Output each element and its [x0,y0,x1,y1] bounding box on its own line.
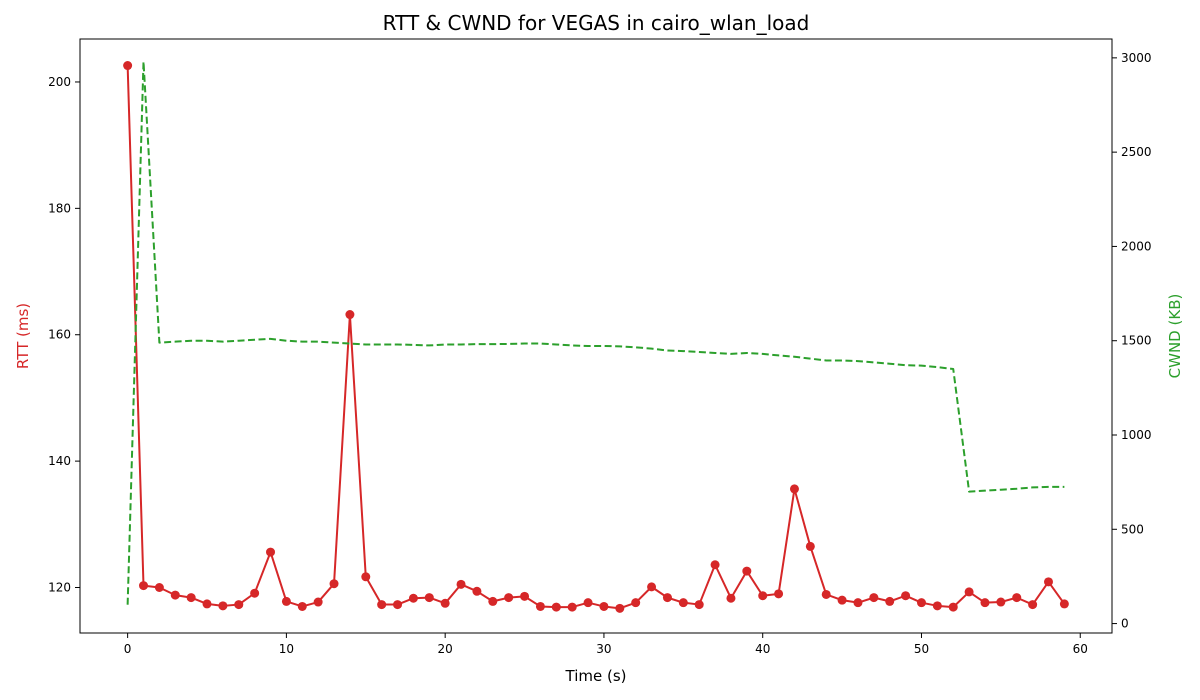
rtt-data-point [758,591,768,601]
rtt-data-point [393,600,403,610]
rtt-data-point [504,593,514,603]
rtt-data-point [567,602,577,612]
rtt-data-point [948,602,958,612]
rtt-data-point [345,310,355,320]
rtt-data-point [774,589,784,599]
rtt-data-point [996,597,1006,607]
x-tick-label: 60 [1073,642,1088,656]
rtt-data-point [551,602,561,612]
right-y-tick-label: 0 [1121,617,1129,631]
rtt-data-point [869,593,879,603]
rtt-data-point [710,560,720,570]
rtt-data-point [250,588,260,598]
rtt-data-point [361,572,371,582]
rtt-data-point [424,593,434,603]
rtt-data-point [789,484,799,494]
x-tick-label: 30 [596,642,611,656]
right-y-tick-label: 500 [1121,522,1144,536]
rtt-data-point [281,596,291,606]
rtt-data-point [964,587,974,597]
rtt-data-point [916,598,926,608]
plot-frame [79,38,1113,634]
rtt-data-point [1012,593,1022,603]
right-y-tick-label: 1500 [1121,334,1152,348]
rtt-data-point [726,593,736,603]
rtt-data-point [520,591,530,601]
rtt-data-point [647,582,657,592]
right-y-tick-label: 1000 [1121,428,1152,442]
rtt-data-point [170,590,180,600]
rtt-data-point [234,600,244,610]
x-tick-label: 40 [755,642,770,656]
rtt-data-point [456,579,466,589]
left-y-axis-ticks: 120 140 160 180 200 [48,75,80,595]
rtt-data-point [329,579,339,589]
left-y-tick-label: 200 [48,75,71,89]
x-tick-label: 0 [124,642,132,656]
rtt-data-point [901,591,911,601]
left-y-tick-label: 120 [48,581,71,595]
rtt-data-point [694,600,704,610]
rtt-data-point [662,593,672,603]
rtt-data-point [440,598,450,608]
series-layer [123,60,1069,613]
left-y-tick-label: 180 [48,201,71,215]
right-y-tick-label: 3000 [1121,51,1152,65]
x-axis-label: Time (s) [565,667,627,685]
x-tick-label: 50 [914,642,929,656]
x-tick-label: 20 [438,642,453,656]
right-y-axis-label: CWND (KB) [1166,294,1184,379]
rtt-data-point [805,541,815,551]
rtt-data-point [980,598,990,608]
rtt-data-point [186,593,196,603]
rtt-data-point [678,598,688,608]
rtt-data-point [821,589,831,599]
rtt-data-point [932,601,942,611]
rtt-data-point [631,598,641,608]
left-y-tick-label: 140 [48,454,71,468]
right-y-tick-label: 2500 [1121,145,1152,159]
rtt-data-point [1059,599,1069,609]
rtt-data-point [599,601,609,611]
x-axis-ticks: 0 10 20 30 40 50 60 [124,633,1088,656]
rtt-data-point [472,586,482,596]
rtt-data-point [139,581,149,591]
right-y-tick-label: 2000 [1121,239,1152,253]
rtt-data-point [218,601,228,611]
rtt-data-point [297,601,307,611]
rtt-data-point [123,61,133,71]
x-tick-label: 10 [279,642,294,656]
rtt-series-line [126,65,1066,610]
left-y-axis-label: RTT (ms) [14,303,32,369]
rtt-data-point [583,598,593,608]
right-y-axis-ticks: 0 500 1000 1500 2000 2500 3000 [1112,51,1152,631]
rtt-data-point [615,603,625,613]
rtt-data-point [853,598,863,608]
rtt-data-point [266,547,276,557]
rtt-data-point [202,599,212,609]
left-y-tick-label: 160 [48,328,71,342]
cwnd-series-line [126,60,1065,605]
rtt-data-point [742,566,752,576]
rtt-data-point [885,596,895,606]
rtt-data-point [535,601,545,611]
rtt-data-point [313,597,323,607]
rtt-data-point [408,593,418,603]
rtt-data-point [1043,577,1053,587]
rtt-data-point [488,596,498,606]
rtt-data-point [377,600,387,610]
chart-title: RTT & CWND for VEGAS in cairo_wlan_load [383,11,810,35]
rtt-data-point [837,595,847,605]
rtt-data-point [154,583,164,593]
rtt-data-point [1028,600,1038,610]
